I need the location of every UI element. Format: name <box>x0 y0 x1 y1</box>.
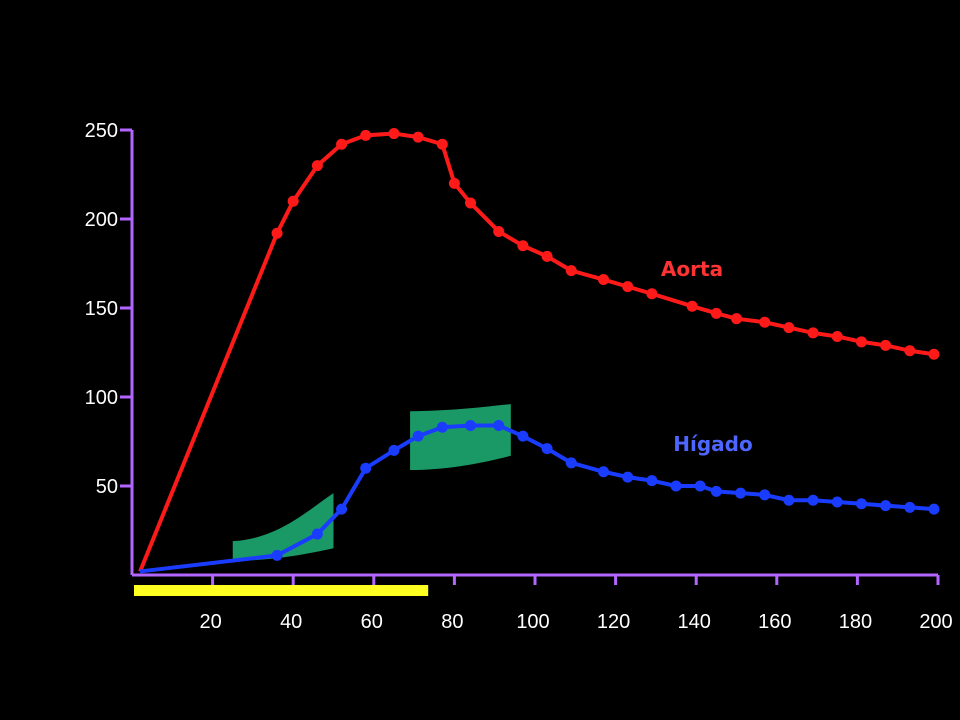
series-1-point <box>336 138 348 150</box>
x-tick-label-80: 80 <box>441 611 463 633</box>
x-tick-label-200: 200 <box>919 611 952 633</box>
series-1-point <box>271 227 283 239</box>
series-2-point <box>646 475 658 487</box>
series-label-higado: Hígado <box>673 432 752 456</box>
series-1-point <box>731 313 742 325</box>
series-2-point <box>928 503 940 515</box>
x-tick-label-20: 20 <box>199 611 221 633</box>
series-2-point <box>831 496 843 508</box>
x-tick-label-140: 140 <box>678 611 711 633</box>
series-1-point <box>448 177 460 189</box>
series-1-point <box>928 348 940 360</box>
x-tick-label-60: 60 <box>361 611 383 633</box>
series-1-point <box>541 250 553 262</box>
y-tick-label-150: 150 <box>85 298 118 320</box>
series-2-point <box>694 480 706 492</box>
series-2-point <box>360 462 372 474</box>
series-1-point <box>465 197 477 209</box>
series-1-point <box>807 327 819 339</box>
series-2-point <box>710 485 722 497</box>
series-2-point <box>493 419 505 431</box>
x-tick-label-40: 40 <box>280 611 302 633</box>
series-2-point <box>541 443 553 455</box>
series-2-point <box>271 549 283 561</box>
series-2-point <box>465 419 477 431</box>
series-1-point <box>565 265 577 277</box>
x-tick-label-180: 180 <box>839 611 872 633</box>
highlight-bar <box>134 585 429 596</box>
series-2-point <box>670 480 682 492</box>
series-1-point <box>360 129 372 141</box>
series-1-point <box>904 345 916 357</box>
confidence-band-2 <box>410 404 511 470</box>
series-2-point <box>598 466 610 478</box>
series-1-point <box>517 240 529 252</box>
y-tick-label-100: 100 <box>85 387 118 409</box>
series-2-point <box>904 501 916 513</box>
series-1-point <box>783 322 795 334</box>
series-1-point <box>831 330 843 342</box>
series-1-point <box>287 195 299 207</box>
y-tick-label-250: 250 <box>85 120 118 142</box>
series-2-point <box>735 487 747 499</box>
series-1-point <box>311 160 323 172</box>
series-1-point <box>388 128 400 140</box>
series-group <box>138 128 940 574</box>
series-2-point <box>388 444 400 456</box>
series-2-point <box>622 471 634 483</box>
series-2-point <box>517 430 529 442</box>
series-1-point <box>686 300 698 312</box>
series-1-point <box>880 339 892 351</box>
series-2-point <box>311 528 323 540</box>
x-tick-label-160: 160 <box>758 611 791 633</box>
series-1-point <box>646 288 658 300</box>
y-tick-label-50: 50 <box>96 476 118 498</box>
confidence-bands <box>232 404 511 561</box>
series-line-2 <box>139 423 935 574</box>
x-tick-label-100: 100 <box>516 611 549 633</box>
confidence-band-1 <box>232 493 334 561</box>
axes <box>120 128 940 596</box>
series-1-point <box>412 131 424 143</box>
series-1-point <box>855 336 867 348</box>
series-2-point <box>880 500 892 512</box>
y-tick-label-200: 200 <box>85 209 118 231</box>
series-2-point <box>336 503 348 515</box>
series-1-point <box>598 274 610 286</box>
series-2-point <box>807 494 819 506</box>
series-1-point <box>493 225 505 237</box>
labels-group: 50 100 150 200 250 20 40 60 80 100 120 140 160 180 200… <box>85 120 953 633</box>
series-1-point <box>622 281 634 293</box>
series-label-aorta: Aorta <box>661 257 723 281</box>
series-2-point <box>783 494 795 506</box>
x-tick-label-120: 120 <box>597 611 630 633</box>
series-2-point <box>855 498 867 510</box>
series-1-point <box>759 316 771 328</box>
series-2-point <box>759 489 771 501</box>
series-2-point <box>565 457 577 469</box>
series-1-point <box>710 307 722 319</box>
series-2-point <box>436 421 448 433</box>
series-1-point <box>436 138 448 150</box>
series-2-point <box>412 430 424 442</box>
